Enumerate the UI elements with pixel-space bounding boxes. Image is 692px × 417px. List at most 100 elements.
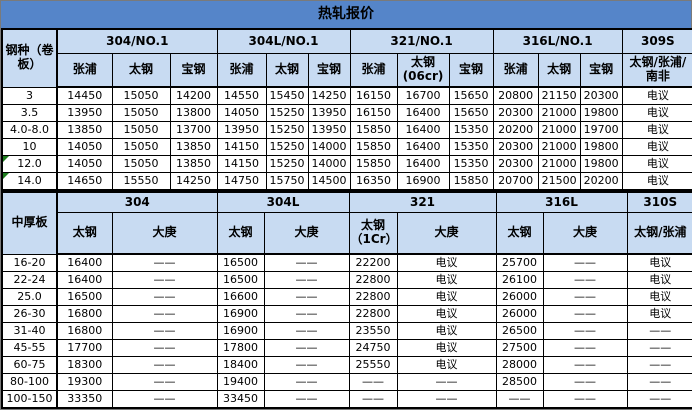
row-label-cell[interactable]: 45-55	[1, 339, 58, 357]
price-cell[interactable]: 13950	[307, 121, 351, 139]
price-cell[interactable]: 13950	[216, 121, 267, 139]
price-cell[interactable]: 电议	[396, 253, 497, 272]
price-cell[interactable]: 19800	[579, 104, 623, 122]
price-cell[interactable]: 26000	[495, 305, 544, 323]
price-cell[interactable]: 电议	[396, 305, 497, 323]
price-cell[interactable]: 20300	[492, 104, 539, 122]
price-cell[interactable]: 14000	[307, 155, 351, 173]
price-cell[interactable]: 16800	[56, 305, 113, 323]
price-cell[interactable]: 16400	[396, 155, 450, 173]
price-cell[interactable]: ——	[111, 356, 218, 374]
price-cell[interactable]: 28500	[495, 373, 544, 391]
price-cell[interactable]: 16800	[56, 322, 113, 340]
price-cell[interactable]: ——	[626, 373, 692, 391]
row-label-cell[interactable]: 3.5	[1, 104, 58, 122]
price-cell[interactable]: 16400	[396, 121, 450, 139]
row-label-cell[interactable]: 100-150	[1, 390, 58, 409]
price-cell[interactable]: 电议	[626, 253, 692, 272]
price-cell[interactable]: 16350	[349, 172, 398, 191]
price-cell[interactable]: 16500	[216, 253, 265, 272]
price-cell[interactable]: 13950	[56, 104, 113, 122]
price-cell[interactable]: 15350	[448, 121, 494, 139]
price-cell[interactable]: 23550	[348, 322, 398, 340]
price-cell[interactable]: 20300	[579, 86, 623, 105]
row-label-cell[interactable]: 31-40	[1, 322, 58, 340]
price-cell[interactable]: 27500	[495, 339, 544, 357]
price-cell[interactable]: 14450	[56, 86, 113, 105]
price-cell[interactable]: ——	[542, 373, 628, 391]
price-cell[interactable]: ——	[542, 288, 628, 306]
price-cell[interactable]: 电议	[626, 288, 692, 306]
price-cell[interactable]: 21500	[537, 172, 581, 191]
price-cell[interactable]: 22800	[348, 305, 398, 323]
price-cell[interactable]: ——	[263, 253, 350, 272]
price-cell[interactable]: 15650	[448, 86, 494, 105]
price-cell[interactable]: ——	[263, 339, 350, 357]
price-cell[interactable]: 25550	[348, 356, 398, 374]
price-cell[interactable]: 18400	[216, 356, 265, 374]
price-cell[interactable]: 14000	[307, 138, 351, 156]
price-cell[interactable]: 22200	[348, 253, 398, 272]
price-cell[interactable]: ——	[111, 305, 218, 323]
price-cell[interactable]: 15250	[265, 155, 309, 173]
price-cell[interactable]: 15850	[349, 121, 398, 139]
price-cell[interactable]: 21000	[537, 121, 581, 139]
price-cell[interactable]: 16150	[349, 104, 398, 122]
price-cell[interactable]: 15050	[111, 104, 171, 122]
price-cell[interactable]: 16900	[216, 305, 265, 323]
price-cell[interactable]: 21000	[537, 155, 581, 173]
price-cell[interactable]: ——	[542, 305, 628, 323]
price-cell[interactable]: 15250	[265, 138, 309, 156]
price-cell[interactable]: 18300	[56, 356, 113, 374]
price-cell[interactable]: ——	[626, 339, 692, 357]
price-cell[interactable]: 20300	[492, 155, 539, 173]
price-cell[interactable]: 16900	[216, 322, 265, 340]
price-cell[interactable]: 15050	[111, 138, 171, 156]
price-cell[interactable]: 电议	[621, 121, 692, 139]
price-cell[interactable]: 26100	[495, 271, 544, 289]
price-cell[interactable]: ——	[263, 322, 350, 340]
price-cell[interactable]: ——	[495, 390, 544, 409]
price-cell[interactable]: 19700	[579, 121, 623, 139]
price-cell[interactable]: ——	[542, 390, 628, 409]
row-label-cell[interactable]: 14.0	[1, 172, 58, 191]
row-label-cell[interactable]: 4.0-8.0	[1, 121, 58, 139]
price-cell[interactable]: 13850	[56, 121, 113, 139]
price-cell[interactable]: ——	[348, 390, 398, 409]
price-cell[interactable]: 14150	[216, 155, 267, 173]
price-cell[interactable]: ——	[263, 373, 350, 391]
row-label-cell[interactable]: 22-24	[1, 271, 58, 289]
price-cell[interactable]: 16600	[216, 288, 265, 306]
price-cell[interactable]: ——	[111, 288, 218, 306]
price-cell[interactable]: 15850	[349, 155, 398, 173]
price-cell[interactable]: 13850	[169, 138, 218, 156]
price-cell[interactable]: 16400	[396, 104, 450, 122]
price-cell[interactable]: 14550	[216, 86, 267, 105]
price-cell[interactable]: 15850	[349, 138, 398, 156]
price-cell[interactable]: ——	[542, 356, 628, 374]
price-cell[interactable]: 15450	[265, 86, 309, 105]
price-cell[interactable]: 电议	[626, 271, 692, 289]
price-cell[interactable]: 19400	[216, 373, 265, 391]
price-cell[interactable]: 16700	[396, 86, 450, 105]
price-cell[interactable]: 14250	[169, 172, 218, 191]
row-label-cell[interactable]: 80-100	[1, 373, 58, 391]
row-label-cell[interactable]: 26-30	[1, 305, 58, 323]
price-cell[interactable]: ——	[111, 271, 218, 289]
price-cell[interactable]: 电议	[621, 138, 692, 156]
price-cell[interactable]: 15650	[448, 104, 494, 122]
price-cell[interactable]: 21150	[537, 86, 581, 105]
price-cell[interactable]: 15350	[448, 138, 494, 156]
price-cell[interactable]: 14050	[56, 155, 113, 173]
price-cell[interactable]: ——	[542, 271, 628, 289]
price-cell[interactable]: 26000	[495, 288, 544, 306]
price-cell[interactable]: 电议	[621, 104, 692, 122]
price-cell[interactable]: 14650	[56, 172, 113, 191]
price-cell[interactable]: ——	[111, 322, 218, 340]
price-cell[interactable]: 16400	[396, 138, 450, 156]
price-cell[interactable]: 13700	[169, 121, 218, 139]
price-cell[interactable]: ——	[542, 339, 628, 357]
price-cell[interactable]: 21000	[537, 104, 581, 122]
price-cell[interactable]: 16900	[396, 172, 450, 191]
price-cell[interactable]: 22800	[348, 288, 398, 306]
